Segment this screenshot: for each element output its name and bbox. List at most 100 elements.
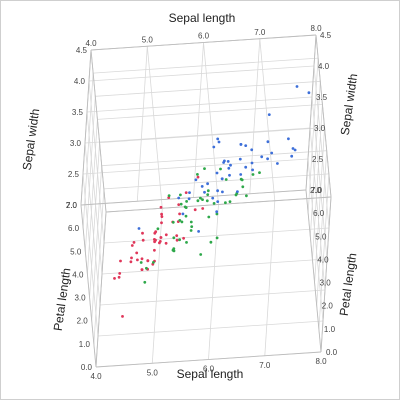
- x-tick-label-top: 6.0: [198, 32, 210, 41]
- data-point: [226, 160, 230, 163]
- data-point: [211, 196, 215, 200]
- data-point: [215, 212, 219, 216]
- data-point: [267, 113, 271, 116]
- data-point: [307, 91, 311, 95]
- data-point: [291, 147, 295, 150]
- data-point: [205, 199, 209, 203]
- data-point: [207, 215, 211, 219]
- grid-line: [311, 96, 328, 260]
- data-point: [222, 161, 226, 164]
- data-point: [217, 140, 221, 144]
- data-point: [201, 198, 204, 202]
- data-point: [184, 214, 188, 218]
- y-tick-label-right: 4.0: [318, 62, 330, 71]
- data-point: [194, 178, 198, 182]
- data-point: [167, 194, 171, 198]
- z-tick-label-left: 7.0: [66, 201, 78, 210]
- grid-line: [146, 46, 163, 209]
- data-point: [178, 212, 182, 216]
- grid-line: [82, 158, 309, 175]
- data-point: [290, 154, 294, 158]
- data-point: [197, 230, 201, 233]
- z-axis-title-right: Petal length: [337, 252, 360, 317]
- data-point: [171, 220, 175, 224]
- data-point: [270, 151, 274, 155]
- data-point: [216, 200, 220, 204]
- data-point: [164, 241, 168, 245]
- grid-line: [101, 258, 328, 275]
- box-edge: [315, 34, 332, 198]
- data-point: [160, 215, 164, 219]
- data-point: [250, 148, 254, 152]
- grid-line: [91, 165, 103, 321]
- data-point: [203, 190, 206, 194]
- z-tick-label-left: 3.0: [74, 294, 86, 303]
- data-point: [136, 258, 139, 262]
- data-point: [154, 238, 157, 242]
- data-point: [153, 231, 157, 235]
- z-tick-label-right: 4.0: [317, 255, 329, 264]
- grid-line: [249, 38, 261, 194]
- data-point: [199, 196, 202, 200]
- data-point: [113, 277, 116, 280]
- data-point: [206, 182, 210, 186]
- data-point: [175, 238, 179, 242]
- data-point: [236, 190, 239, 194]
- box-edge: [80, 189, 307, 206]
- data-point: [172, 249, 176, 253]
- data-point: [200, 185, 204, 188]
- y-tick-label-right: 3.5: [316, 93, 328, 102]
- data-point: [224, 178, 228, 181]
- grid-line: [86, 111, 103, 275]
- z-tick-label-left: 1.0: [79, 340, 91, 349]
- tick-layer: 4.0 5.0 6.0 7.0 8.0 4.0 5.0 6.0 7.0 8.0 2.0 2.5 3.0 3…: [66, 24, 338, 381]
- grid-line: [99, 289, 326, 306]
- data-point: [145, 266, 148, 270]
- data-point: [164, 233, 168, 237]
- z-tick-label-left: 5.0: [70, 247, 82, 256]
- data-point: [184, 206, 188, 210]
- x-tick-label-bottom: 6.0: [203, 365, 215, 374]
- grid-line: [93, 188, 105, 344]
- y-tick-label-right: 3.0: [314, 124, 326, 133]
- data-point: [215, 236, 219, 240]
- grid-layer: [80, 34, 332, 368]
- grid-line: [99, 127, 325, 143]
- data-point: [135, 251, 139, 255]
- x-tick-label-bottom: 4.0: [90, 372, 102, 381]
- data-point: [258, 171, 261, 175]
- data-point: [239, 143, 243, 146]
- z-tick-label-right: 6.0: [313, 209, 325, 218]
- z-tick-label-right: 7.0: [311, 186, 323, 195]
- x-tick-label-bottom: 7.0: [259, 361, 271, 370]
- data-point: [129, 260, 133, 264]
- box-edge: [305, 34, 317, 191]
- data-point: [178, 238, 182, 242]
- data-point: [209, 240, 213, 244]
- box-edge: [320, 196, 332, 353]
- data-point: [187, 197, 191, 201]
- grid-line: [84, 127, 311, 144]
- box-edge: [95, 351, 322, 368]
- box-edge: [80, 49, 92, 206]
- z-tick-label-left: 2.0: [77, 317, 89, 326]
- data-point: [266, 157, 269, 161]
- grid-line: [307, 158, 324, 322]
- z-tick-label-right: 5.0: [315, 232, 327, 241]
- grid-line: [95, 80, 321, 97]
- box-edge: [90, 34, 317, 51]
- grid-line: [103, 227, 330, 244]
- data-point: [159, 236, 163, 239]
- x-tick-label-bottom: 5.0: [147, 368, 159, 377]
- data-point: [245, 194, 248, 198]
- data-point: [179, 202, 183, 206]
- data-point: [203, 167, 206, 171]
- y-tick-label-left: 4.5: [76, 46, 88, 55]
- data-point: [276, 162, 279, 165]
- data-point: [158, 240, 162, 243]
- y-tick-label-left: 2.5: [68, 170, 80, 179]
- data-point: [180, 220, 184, 224]
- data-point: [189, 229, 193, 232]
- data-point: [118, 272, 122, 275]
